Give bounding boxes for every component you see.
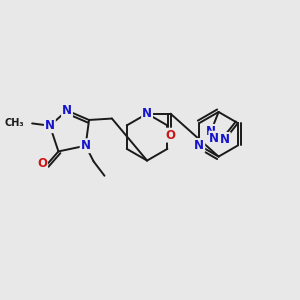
Text: N: N xyxy=(81,139,91,152)
Text: O: O xyxy=(166,129,176,142)
Text: N: N xyxy=(62,104,72,117)
Text: N: N xyxy=(206,125,216,138)
Text: N: N xyxy=(142,107,152,120)
Text: N: N xyxy=(45,119,55,132)
Text: CH₃: CH₃ xyxy=(4,118,24,128)
Text: N: N xyxy=(194,139,204,152)
Text: N: N xyxy=(209,132,219,145)
Text: O: O xyxy=(37,157,47,170)
Text: N: N xyxy=(220,133,230,146)
